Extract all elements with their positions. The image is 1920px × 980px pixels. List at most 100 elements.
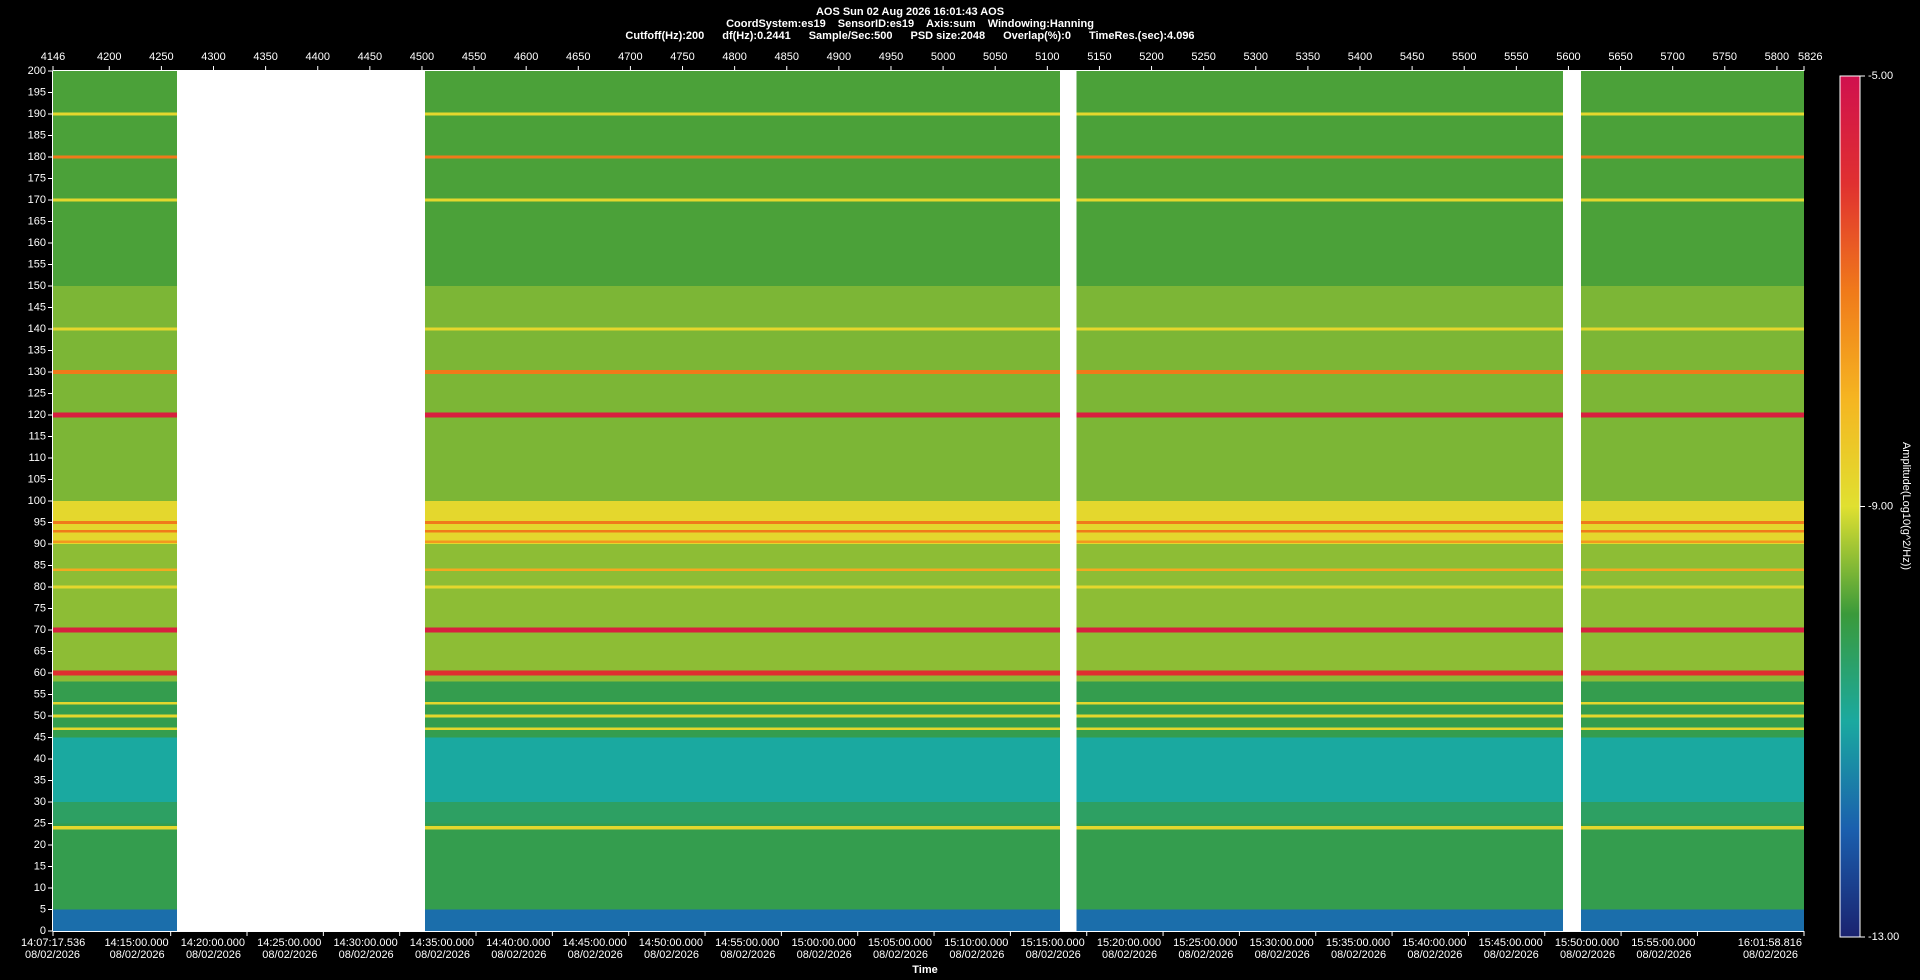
heat-cell <box>425 521 1060 524</box>
heat-cell <box>53 71 178 286</box>
heat-cell <box>1580 909 1804 931</box>
y-tick-label: 75 <box>34 602 46 614</box>
y-tick-label: 40 <box>34 753 46 765</box>
heat-cell <box>1580 286 1804 501</box>
heat-cell <box>1076 701 1564 705</box>
x2-tick-label: 15:10:00.000 <box>944 937 1008 949</box>
heat-cell <box>1076 802 1564 824</box>
y-tick-label: 105 <box>28 473 46 485</box>
heat-cell <box>425 670 1060 676</box>
x-tick-label: 5650 <box>1608 51 1632 63</box>
x2-tick-label: 15:45:00.000 <box>1479 937 1543 949</box>
heat-cell <box>53 286 178 501</box>
y-tick-label: 175 <box>28 172 46 184</box>
x2-tick-label: 14:40:00.000 <box>486 937 550 949</box>
heat-cell <box>1076 540 1564 544</box>
heat-cell <box>1076 521 1564 524</box>
x-tick-label: 5500 <box>1452 51 1476 63</box>
x-tick-label: 5450 <box>1400 51 1424 63</box>
x-tick-label: 5400 <box>1348 51 1372 63</box>
x-tick-label: 5000 <box>931 51 955 63</box>
heat-cell <box>1580 155 1804 159</box>
y-tick-label: 70 <box>34 624 46 636</box>
heat-cell <box>425 714 1060 718</box>
x2-tick-label: 15:15:00.000 <box>1020 937 1084 949</box>
y-tick-label: 10 <box>34 882 46 894</box>
header-field: Cutfoff(Hz):200 <box>625 30 704 42</box>
y-tick-label: 5 <box>40 903 46 915</box>
heat-cell <box>1580 670 1804 676</box>
y-tick-label: 50 <box>34 710 46 722</box>
y-tick-label: 160 <box>28 237 46 249</box>
y-tick-label: 130 <box>28 366 46 378</box>
heat-cell <box>53 521 178 524</box>
x2-tick-date: 08/02/2026 <box>491 949 546 961</box>
x-axis-label: Time <box>912 964 937 976</box>
heat-cell <box>425 544 1060 682</box>
colorbar-tick-label: -9.00 <box>1868 500 1893 512</box>
y-tick-label: 15 <box>34 860 46 872</box>
header-line: Cutfoff(Hz):200 df(Hz):0.2441 Sample/Sec:5… <box>625 30 1194 42</box>
y-tick-label: 200 <box>28 65 46 77</box>
x-tick-label: 5200 <box>1139 51 1163 63</box>
heat-cell <box>1580 544 1804 682</box>
y-tick-label: 25 <box>34 817 46 829</box>
heat-cell <box>425 540 1060 544</box>
x2-tick-date: 08/02/2026 <box>1178 949 1233 961</box>
header-field: Axis:sum <box>926 18 976 30</box>
x2-tick-date: 08/02/2026 <box>1560 949 1615 961</box>
heat-cell <box>1076 198 1564 202</box>
x-tick-label: 4450 <box>358 51 382 63</box>
x-tick-label: 5250 <box>1191 51 1215 63</box>
heat-cell <box>425 112 1060 116</box>
heat-cell <box>53 627 178 633</box>
heat-cell <box>425 155 1060 159</box>
heat-cell <box>1580 529 1804 533</box>
x2-tick-label: 15:20:00.000 <box>1097 937 1161 949</box>
x-tick-label: 5150 <box>1087 51 1111 63</box>
heat-cell <box>1076 585 1564 589</box>
header-field: Windowing:Hanning <box>988 18 1094 30</box>
x2-tick-date: 08/02/2026 <box>1255 949 1310 961</box>
y-tick-label: 125 <box>28 387 46 399</box>
heat-cell <box>1076 544 1564 682</box>
heat-cell <box>425 802 1060 824</box>
y-tick-label: 195 <box>28 86 46 98</box>
x2-tick-label: 14:35:00.000 <box>410 937 474 949</box>
x-tick-label: 4146 <box>41 51 65 63</box>
heat-cell <box>1580 369 1804 375</box>
heat-cell <box>1580 585 1804 589</box>
x2-tick-date: 08/02/2026 <box>1407 949 1462 961</box>
x2-tick-date: 08/02/2026 <box>1636 949 1691 961</box>
heat-cell <box>1076 727 1564 731</box>
x-tick-label: 4950 <box>879 51 903 63</box>
heat-cell <box>1580 540 1804 544</box>
heat-cell <box>1580 112 1804 116</box>
y-tick-label: 30 <box>34 796 46 808</box>
y-tick-label: 100 <box>28 495 46 507</box>
colorbar <box>1839 75 1861 938</box>
y-tick-label: 35 <box>34 774 46 786</box>
x2-tick-label: 15:35:00.000 <box>1326 937 1390 949</box>
x-tick-label: 4900 <box>827 51 851 63</box>
x-tick-label: 5550 <box>1504 51 1528 63</box>
x-tick-label: 4400 <box>305 51 329 63</box>
x2-tick-label: 14:25:00.000 <box>257 937 321 949</box>
x2-tick-date: 08/02/2026 <box>262 949 317 961</box>
heat-cell <box>1580 701 1804 705</box>
heat-cell <box>53 826 178 830</box>
heat-cell <box>1580 568 1804 572</box>
x2-tick-label: 15:40:00.000 <box>1402 937 1466 949</box>
x-tick-label: 4550 <box>462 51 486 63</box>
heat-cell <box>1076 823 1564 910</box>
heat-cell <box>425 198 1060 202</box>
x-tick-label: 5800 <box>1765 51 1789 63</box>
y-tick-label: 0 <box>40 925 46 937</box>
x2-tick-date: 08/02/2026 <box>644 949 699 961</box>
y-tick-label: 185 <box>28 129 46 141</box>
x2-tick-label: 15:25:00.000 <box>1173 937 1237 949</box>
heat-cell <box>53 909 178 931</box>
y-tick-label: 20 <box>34 839 46 851</box>
x-tick-label: 5750 <box>1713 51 1737 63</box>
